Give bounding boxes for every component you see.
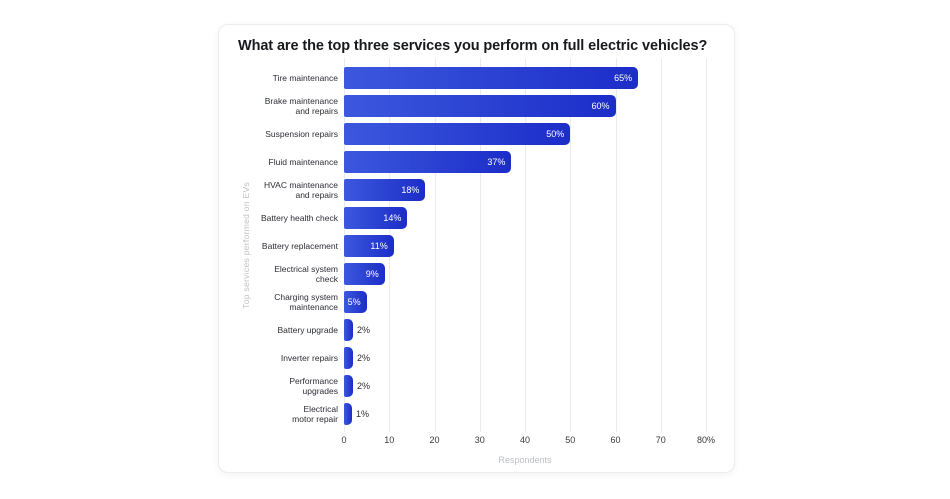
bar: 1% bbox=[344, 403, 369, 425]
bar-row: 50% bbox=[344, 120, 716, 148]
category-label: HVAC maintenance and repairs bbox=[263, 180, 338, 200]
value-label: 37% bbox=[487, 157, 506, 167]
bar: 9% bbox=[344, 263, 385, 285]
category-label: Charging system maintenance bbox=[274, 292, 338, 312]
x-tick-label: 70 bbox=[655, 435, 666, 445]
x-tick-label: 20 bbox=[429, 435, 440, 445]
category-label: Electrical system check bbox=[274, 264, 338, 284]
x-tick-label: 40 bbox=[519, 435, 531, 445]
value-label: 2% bbox=[357, 381, 371, 391]
bar: 2% bbox=[344, 319, 370, 341]
value-label: 14% bbox=[383, 213, 402, 223]
gridline bbox=[615, 58, 617, 432]
bar-row: 65% bbox=[344, 64, 716, 92]
value-label: 2% bbox=[357, 325, 371, 335]
bar-row: 2% bbox=[344, 344, 716, 372]
bar-row: 18% bbox=[344, 176, 716, 204]
value-label: 60% bbox=[591, 101, 610, 111]
x-tick-label: 80% bbox=[696, 435, 716, 445]
x-axis: 0 10 20 30 40 50 60 70 80% bbox=[341, 435, 716, 447]
gridline bbox=[434, 58, 436, 432]
value-label: 1% bbox=[356, 409, 370, 419]
bar-row: 37% bbox=[344, 148, 716, 176]
bar: 60% bbox=[344, 95, 616, 117]
y-axis-label: Top services performed on EVs bbox=[241, 181, 251, 309]
x-tick-label: 60 bbox=[610, 435, 621, 445]
bar-row: 14% bbox=[344, 204, 716, 232]
category-label: Battery upgrade bbox=[277, 325, 338, 335]
bar-row: 2% bbox=[344, 316, 716, 344]
bar-row: 11% bbox=[344, 232, 716, 260]
category-label: Inverter repairs bbox=[280, 353, 338, 363]
category-label: Tire maintenance bbox=[272, 73, 338, 83]
bar-row: 9% bbox=[344, 260, 716, 288]
bars-column: 65% 60% 50% 37% 18% 14% 11% 9% 5% 2% 2% 2% 1% bbox=[344, 58, 716, 432]
bar: 37% bbox=[344, 151, 512, 173]
y-axis-label-column: Top services performed on EVs bbox=[238, 58, 254, 432]
bar: 11% bbox=[344, 235, 394, 257]
x-tick-label: 30 bbox=[474, 435, 485, 445]
category-label: Fluid maintenance bbox=[268, 157, 338, 167]
x-axis-label: Respondents bbox=[498, 455, 552, 465]
value-label: 11% bbox=[370, 241, 388, 251]
gridline bbox=[660, 58, 662, 432]
bar: 18% bbox=[344, 179, 426, 201]
bar: 2% bbox=[344, 375, 370, 397]
category-label: Electrical motor repair bbox=[292, 404, 338, 424]
bar-row: 60% bbox=[344, 92, 716, 120]
value-label: 5% bbox=[347, 297, 361, 307]
bar: 50% bbox=[344, 123, 571, 145]
gridline bbox=[479, 58, 481, 432]
category-label: Performance upgrades bbox=[289, 376, 338, 396]
category-label: Suspension repairs bbox=[265, 129, 338, 139]
category-label: Battery health check bbox=[260, 213, 338, 223]
value-label: 50% bbox=[546, 129, 565, 139]
bar: 5% bbox=[344, 291, 367, 313]
gridline bbox=[525, 58, 526, 432]
bar: 65% bbox=[344, 67, 639, 89]
chart-card: What are the top three services you perf… bbox=[218, 24, 735, 473]
chart-title: What are the top three services you perf… bbox=[238, 38, 708, 54]
gridline bbox=[706, 58, 707, 432]
gridline bbox=[570, 58, 572, 432]
bar: 14% bbox=[344, 207, 408, 229]
x-tick-label: 0 bbox=[341, 435, 347, 445]
chart-plot-area: Top services performed on EVs Tire maint… bbox=[238, 58, 716, 432]
category-label: Battery replacement bbox=[261, 241, 338, 251]
bar-row: 2% bbox=[344, 372, 716, 400]
bar-row: 5% bbox=[344, 288, 716, 316]
bar: 2% bbox=[344, 347, 370, 369]
bar-row: 1% bbox=[344, 400, 716, 428]
value-label: 9% bbox=[365, 269, 379, 279]
x-tick-label: 50 bbox=[565, 435, 576, 445]
category-labels-column: Tire maintenance Brake maintenance and re… bbox=[254, 58, 344, 432]
x-tick-label: 10 bbox=[384, 435, 395, 445]
value-label: 65% bbox=[614, 73, 633, 83]
value-label: 18% bbox=[401, 185, 420, 195]
category-label: Brake maintenance and repairs bbox=[264, 96, 338, 116]
value-label: 2% bbox=[357, 353, 371, 363]
